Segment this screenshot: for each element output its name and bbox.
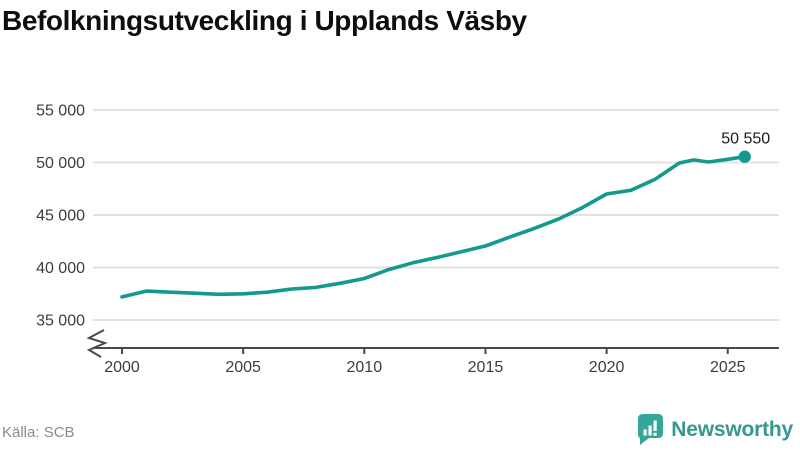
y-axis-label: 55 000 — [36, 103, 85, 120]
y-axis-label: 40 000 — [36, 260, 85, 277]
x-axis-label: 2005 — [225, 359, 261, 376]
y-axis-label: 45 000 — [36, 208, 85, 225]
latest-value-label: 50 550 — [721, 131, 770, 148]
x-axis-label: 2010 — [347, 359, 383, 376]
x-axis-label: 2025 — [710, 359, 746, 376]
x-axis-label: 2015 — [468, 359, 504, 376]
y-axis-label: 35 000 — [36, 313, 85, 330]
brand-lockup: Newsworthy — [637, 414, 793, 445]
y-axis-label: 50 000 — [36, 155, 85, 172]
population-line — [120, 154, 747, 299]
x-axis-label: 2020 — [589, 359, 625, 376]
source-note: Källa: SCB — [2, 424, 75, 441]
population-chart: 35 000 40 000 45 000 50 000 55 000 2000 2005 20… — [36, 103, 779, 376]
latest-value-dot — [738, 150, 751, 163]
axis-break-icon — [86, 329, 108, 358]
x-axis-label: 2000 — [104, 359, 140, 376]
page-title: Befolkningsutveckling i Upplands Väsby — [2, 5, 527, 36]
newsworthy-logo-icon — [638, 414, 664, 445]
brand-name: Newsworthy — [671, 417, 793, 441]
